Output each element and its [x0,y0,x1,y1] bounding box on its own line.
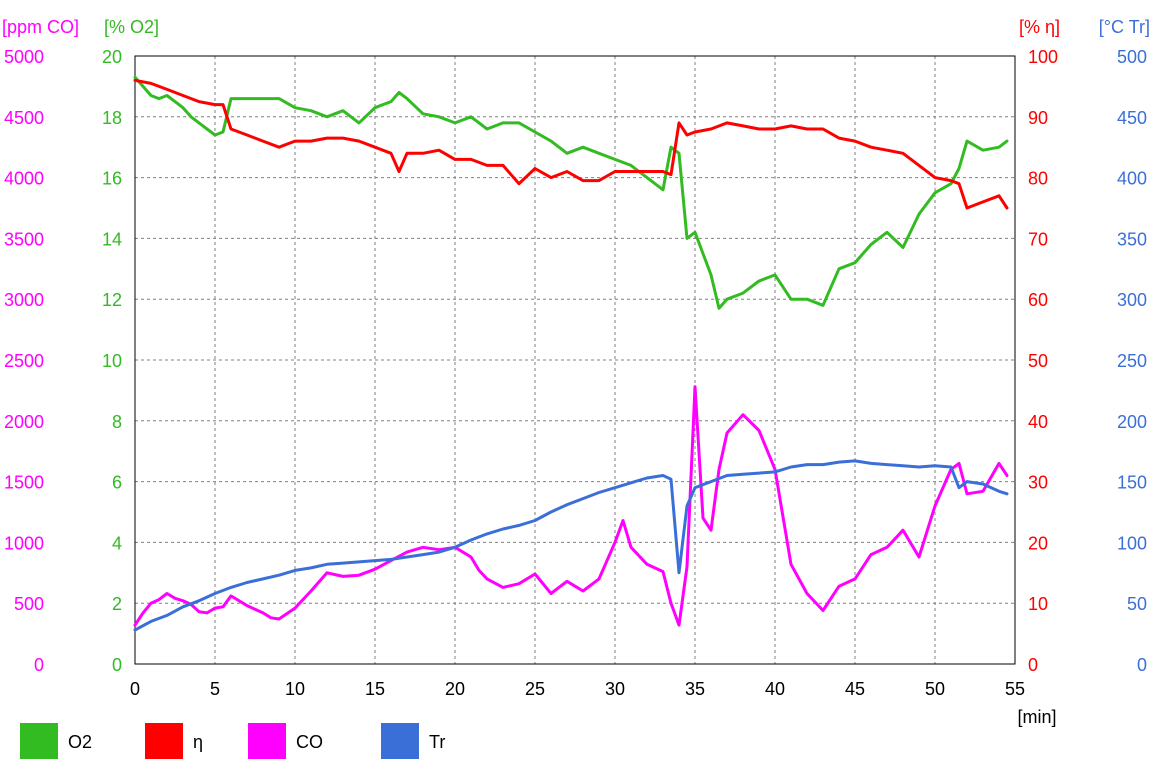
x-tick-label-0: 0 [130,679,140,699]
y-tick-label-o2-8: 16 [102,169,122,189]
y-tick-label-tr-4: 200 [1117,412,1147,432]
y-tick-label-o2-10: 20 [102,47,122,67]
y-tick-label-o2-1: 2 [112,594,122,614]
series-layer [133,75,1009,632]
y-tick-label-tr-7: 350 [1117,229,1147,249]
y-tick-label-co-4: 2000 [4,412,44,432]
y-tick-label-eta-10: 100 [1028,47,1058,67]
x-axis-label: [min] [1017,707,1056,727]
y-axis-unit-tr: [°C Tr] [1099,17,1150,37]
legend-swatch-CO [248,723,286,759]
y-tick-label-eta-5: 50 [1028,351,1048,371]
x-tick-label-7: 35 [685,679,705,699]
y-tick-label-co-9: 4500 [4,108,44,128]
y-tick-label-o2-0: 0 [112,655,122,675]
y-tick-label-tr-8: 400 [1117,169,1147,189]
y-tick-label-o2-2: 4 [112,533,122,553]
series-line-CO [133,385,1009,627]
x-tick-label-6: 30 [605,679,625,699]
legend-label-η: η [193,732,203,752]
y-tick-label-tr-9: 450 [1117,108,1147,128]
y-axis-unit-o2: [% O2] [104,17,159,37]
y-tick-label-tr-2: 100 [1117,533,1147,553]
x-tick-label-10: 50 [925,679,945,699]
y-tick-label-tr-6: 300 [1117,290,1147,310]
y-tick-label-eta-1: 10 [1028,594,1048,614]
y-tick-label-co-6: 3000 [4,290,44,310]
x-tick-label-9: 45 [845,679,865,699]
y-tick-label-o2-9: 18 [102,108,122,128]
x-tick-label-3: 15 [365,679,385,699]
y-tick-label-co-8: 4000 [4,169,44,189]
y-tick-label-co-7: 3500 [4,229,44,249]
y-tick-label-tr-1: 50 [1127,594,1147,614]
legend-swatch-η [145,723,183,759]
legend-label-CO: CO [296,732,323,752]
y-tick-label-co-10: 5000 [4,47,44,67]
x-tick-label-11: 55 [1005,679,1025,699]
y-tick-label-o2-7: 14 [102,229,122,249]
y-tick-label-tr-10: 500 [1117,47,1147,67]
y-tick-label-eta-4: 40 [1028,412,1048,432]
y-tick-label-tr-3: 150 [1117,473,1147,493]
x-tick-label-8: 40 [765,679,785,699]
plot-border [134,55,1016,665]
y-tick-label-co-0: 0 [34,655,44,675]
y-tick-label-tr-0: 0 [1137,655,1147,675]
legend: O2 η CO Tr [20,723,445,759]
y-tick-label-o2-4: 8 [112,412,122,432]
y-tick-label-tr-5: 250 [1117,351,1147,371]
y-axis-unit-co: [ppm CO] [2,17,79,37]
legend-swatch-Tr [381,723,419,759]
y-tick-label-eta-8: 80 [1028,169,1048,189]
x-tick-label-5: 25 [525,679,545,699]
y-tick-label-eta-9: 90 [1028,108,1048,128]
legend-swatch-O2 [20,723,58,759]
x-tick-label-2: 10 [285,679,305,699]
axis-layer: 0 5 10 15 20 25 30 35 40 45 50 55[min]0500100015002… [2,17,1150,727]
y-tick-label-co-3: 1500 [4,473,44,493]
y-tick-label-co-2: 1000 [4,533,44,553]
legend-label-O2: O2 [68,732,92,752]
y-tick-label-o2-6: 12 [102,290,122,310]
series-line-O2 [133,75,1009,310]
legend-label-Tr: Tr [429,732,445,752]
y-axis-unit-eta: [% η] [1019,17,1060,37]
y-tick-label-eta-0: 0 [1028,655,1038,675]
plot-frame [134,55,1016,665]
x-tick-label-1: 5 [210,679,220,699]
y-tick-label-o2-3: 6 [112,473,122,493]
y-tick-label-eta-6: 60 [1028,290,1048,310]
x-tick-label-4: 20 [445,679,465,699]
y-tick-label-eta-7: 70 [1028,229,1048,249]
series-line-η [133,78,1009,210]
y-tick-label-co-1: 500 [14,594,44,614]
series-line-Tr [133,459,1009,632]
y-tick-label-eta-2: 20 [1028,533,1048,553]
y-tick-label-o2-5: 10 [102,351,122,371]
y-tick-label-eta-3: 30 [1028,473,1048,493]
y-tick-label-co-5: 2500 [4,351,44,371]
grid-layer [135,56,1015,664]
